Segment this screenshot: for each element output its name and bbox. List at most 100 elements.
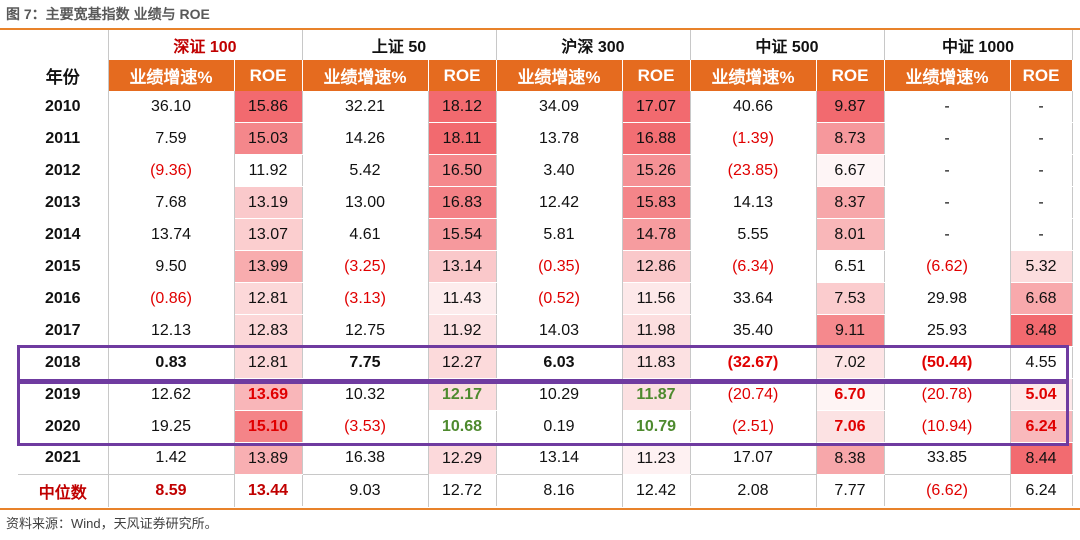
growth-cell: 14.03 xyxy=(496,314,623,347)
roe-table: 深证 100 上证 50 沪深 300 中证 500 中证 1000 年份 业绩… xyxy=(18,30,1073,507)
roe-cell: 11.92 xyxy=(428,314,497,347)
roe-cell: 11.87 xyxy=(622,378,691,411)
table-row: 2010 36.10 15.86 32.21 18.12 34.09 17.07 40.66 9… xyxy=(18,91,1073,123)
growth-cell: 13.00 xyxy=(302,186,429,219)
roe-cell: 13.07 xyxy=(234,218,303,251)
source-note: 资料来源：Wind，天风证券研究所。 xyxy=(6,516,218,531)
growth-cell: 19.25 xyxy=(108,410,235,443)
growth-cell: - xyxy=(884,186,1011,219)
growth-cell: (0.86) xyxy=(108,282,235,315)
growth-cell: (3.13) xyxy=(302,282,429,315)
growth-cell: 29.98 xyxy=(884,282,1011,315)
growth-cell: 0.19 xyxy=(496,410,623,443)
growth-header: 业绩增速% xyxy=(496,60,623,91)
roe-cell: 6.68 xyxy=(1010,282,1073,315)
roe-cell: 6.24 xyxy=(1010,474,1073,507)
growth-cell: (20.78) xyxy=(884,378,1011,411)
year-cell: 2010 xyxy=(18,91,109,123)
growth-cell: - xyxy=(884,122,1011,155)
roe-cell: 11.23 xyxy=(622,442,691,475)
roe-cell: - xyxy=(1010,218,1073,251)
roe-cell: 16.50 xyxy=(428,154,497,187)
growth-cell: 16.38 xyxy=(302,442,429,475)
growth-cell: (6.62) xyxy=(884,250,1011,283)
roe-cell: 9.87 xyxy=(816,91,885,123)
growth-header: 业绩增速% xyxy=(690,60,817,91)
index-header-csi1000: 中证 1000 xyxy=(884,30,1073,60)
roe-cell: 13.14 xyxy=(428,250,497,283)
roe-cell: 12.72 xyxy=(428,474,497,507)
roe-cell: 13.99 xyxy=(234,250,303,283)
roe-cell: 8.37 xyxy=(816,186,885,219)
roe-cell: 7.06 xyxy=(816,410,885,443)
growth-cell: - xyxy=(884,91,1011,123)
roe-header: ROE xyxy=(234,60,303,91)
index-header-szse100: 深证 100 xyxy=(108,30,303,60)
roe-header: ROE xyxy=(622,60,691,91)
growth-cell: 13.14 xyxy=(496,442,623,475)
roe-cell: 8.73 xyxy=(816,122,885,155)
year-cell: 2011 xyxy=(18,122,109,155)
growth-cell: (32.67) xyxy=(690,346,817,379)
growth-cell: 9.03 xyxy=(302,474,429,507)
roe-cell: 7.53 xyxy=(816,282,885,315)
growth-cell: (50.44) xyxy=(884,346,1011,379)
table-row: 2020 19.25 15.10 (3.53) 10.68 0.19 10.79 (2.51)… xyxy=(18,410,1073,443)
growth-cell: 34.09 xyxy=(496,91,623,123)
roe-cell: 8.48 xyxy=(1010,314,1073,347)
growth-cell: 12.75 xyxy=(302,314,429,347)
growth-cell: (20.74) xyxy=(690,378,817,411)
roe-cell: 8.01 xyxy=(816,218,885,251)
year-cell: 2019 xyxy=(18,378,109,411)
roe-cell: 15.86 xyxy=(234,91,303,123)
roe-cell: 12.42 xyxy=(622,474,691,507)
growth-cell: 5.81 xyxy=(496,218,623,251)
growth-cell: 4.61 xyxy=(302,218,429,251)
table-row: 2015 9.50 13.99 (3.25) 13.14 (0.35) 12.86 (6.34… xyxy=(18,250,1073,283)
roe-cell: 11.92 xyxy=(234,154,303,187)
growth-cell: 13.78 xyxy=(496,122,623,155)
growth-cell: (1.39) xyxy=(690,122,817,155)
year-cell: 2012 xyxy=(18,154,109,187)
table-row: 2014 13.74 13.07 4.61 15.54 5.81 14.78 5.55 8.01… xyxy=(18,218,1073,251)
roe-cell: 7.02 xyxy=(816,346,885,379)
roe-cell: 14.78 xyxy=(622,218,691,251)
index-header-csi500: 中证 500 xyxy=(690,30,885,60)
growth-cell: 25.93 xyxy=(884,314,1011,347)
growth-cell: 32.21 xyxy=(302,91,429,123)
table-row: 2011 7.59 15.03 14.26 18.11 13.78 16.88 (1.39) 8… xyxy=(18,122,1073,155)
growth-cell: (10.94) xyxy=(884,410,1011,443)
index-header-csi300: 沪深 300 xyxy=(496,30,691,60)
roe-cell: 11.83 xyxy=(622,346,691,379)
roe-cell: 8.38 xyxy=(816,442,885,475)
roe-cell: 12.81 xyxy=(234,346,303,379)
table-row: 2021 1.42 13.89 16.38 12.29 13.14 11.23 17.07 8.… xyxy=(18,442,1073,475)
roe-cell: 18.11 xyxy=(428,122,497,155)
bottom-rule xyxy=(0,508,1080,510)
growth-cell: 33.85 xyxy=(884,442,1011,475)
growth-cell: 33.64 xyxy=(690,282,817,315)
growth-cell: 10.29 xyxy=(496,378,623,411)
roe-cell: 5.32 xyxy=(1010,250,1073,283)
top-rule xyxy=(0,28,1080,30)
growth-cell: 1.42 xyxy=(108,442,235,475)
roe-header: ROE xyxy=(428,60,497,91)
roe-cell: 17.07 xyxy=(622,91,691,123)
roe-cell: 18.12 xyxy=(428,91,497,123)
growth-cell: (6.62) xyxy=(884,474,1011,507)
table-row: 2017 12.13 12.83 12.75 11.92 14.03 11.98 35.40 9… xyxy=(18,314,1073,347)
roe-cell: 6.51 xyxy=(816,250,885,283)
growth-cell: 7.68 xyxy=(108,186,235,219)
growth-cell: 12.42 xyxy=(496,186,623,219)
table-body: 2010 36.10 15.86 32.21 18.12 34.09 17.07 40.66 9… xyxy=(18,91,1073,507)
roe-cell: 12.83 xyxy=(234,314,303,347)
growth-cell: 9.50 xyxy=(108,250,235,283)
roe-cell: - xyxy=(1010,186,1073,219)
roe-cell: 11.43 xyxy=(428,282,497,315)
roe-cell: 10.79 xyxy=(622,410,691,443)
growth-cell: (9.36) xyxy=(108,154,235,187)
roe-cell: 4.55 xyxy=(1010,346,1073,379)
growth-cell: - xyxy=(884,154,1011,187)
growth-cell: 5.42 xyxy=(302,154,429,187)
growth-cell: (2.51) xyxy=(690,410,817,443)
